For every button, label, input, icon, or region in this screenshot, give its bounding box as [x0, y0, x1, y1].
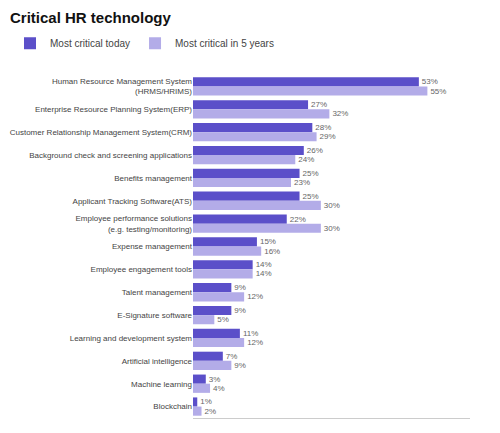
svg-text:26%: 26% [307, 146, 323, 155]
svg-text:7%: 7% [226, 352, 238, 361]
svg-text:9%: 9% [234, 361, 246, 370]
svg-text:E-Signature software: E-Signature software [117, 311, 192, 320]
svg-text:3%: 3% [209, 375, 221, 384]
svg-text:14%: 14% [256, 269, 272, 278]
svg-text:22%: 22% [290, 215, 306, 224]
svg-text:Enterprise Resource Planning S: Enterprise Resource Planning System(ERP) [35, 105, 192, 114]
svg-text:Most critical in 5 years: Most critical in 5 years [175, 38, 274, 49]
svg-text:Blockchain: Blockchain [153, 402, 192, 411]
svg-text:53%: 53% [422, 77, 438, 86]
svg-text:11%: 11% [243, 329, 258, 338]
svg-text:Employee engagement tools: Employee engagement tools [91, 265, 192, 274]
svg-text:28%: 28% [315, 123, 331, 132]
svg-text:Machine learning: Machine learning [131, 380, 192, 389]
svg-text:30%: 30% [324, 201, 340, 210]
svg-text:Expense management: Expense management [112, 242, 193, 251]
svg-text:25%: 25% [303, 169, 319, 178]
svg-text:Employee performance solutions: Employee performance solutions(e.g. test… [75, 214, 192, 233]
svg-text:9%: 9% [234, 283, 246, 292]
svg-text:Critical HR technology: Critical HR technology [10, 9, 172, 26]
svg-text:29%: 29% [320, 132, 336, 141]
svg-text:4%: 4% [213, 384, 225, 393]
svg-text:Most critical today: Most critical today [50, 38, 130, 49]
svg-text:2%: 2% [205, 407, 217, 416]
svg-text:Background check and screening: Background check and screening applicati… [29, 151, 192, 160]
svg-text:5%: 5% [217, 315, 229, 324]
svg-text:Talent management: Talent management [122, 288, 193, 297]
svg-text:Human Resource Management Syst: Human Resource Management System(HRMS/HR… [52, 77, 192, 96]
svg-text:Applicant Tracking Software(AT: Applicant Tracking Software(ATS) [73, 197, 193, 206]
svg-text:Customer Relationship Manageme: Customer Relationship Management System(… [10, 128, 193, 137]
svg-text:15%: 15% [260, 237, 276, 246]
svg-text:24%: 24% [298, 155, 314, 164]
svg-text:32%: 32% [332, 109, 348, 118]
svg-text:9%: 9% [234, 306, 246, 315]
svg-text:27%: 27% [311, 100, 327, 109]
svg-text:30%: 30% [324, 224, 340, 233]
svg-text:12%: 12% [247, 292, 263, 301]
svg-text:Artificial intelligence: Artificial intelligence [122, 357, 193, 366]
svg-text:12%: 12% [247, 338, 263, 347]
svg-text:16%: 16% [264, 247, 280, 256]
svg-text:55%: 55% [430, 87, 446, 96]
svg-text:1%: 1% [200, 397, 212, 406]
svg-text:23%: 23% [294, 178, 310, 187]
svg-text:14%: 14% [256, 260, 272, 269]
svg-text:25%: 25% [303, 192, 319, 201]
svg-text:Benefits management: Benefits management [114, 174, 193, 183]
svg-text:Learning and development syste: Learning and development system [70, 334, 193, 343]
